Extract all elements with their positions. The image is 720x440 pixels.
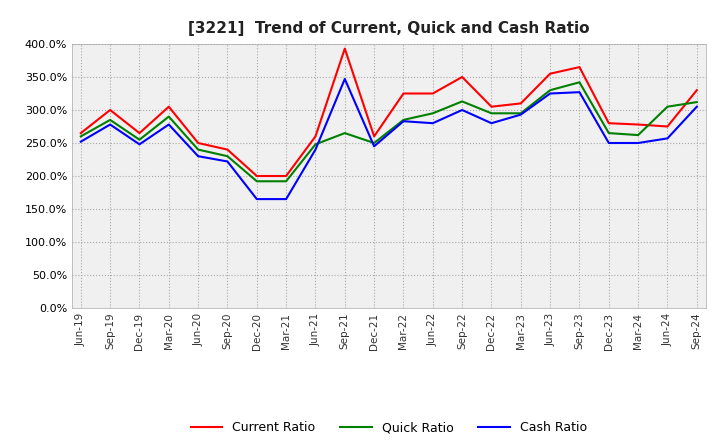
Quick Ratio	[282, 179, 290, 184]
Current Ratio	[575, 64, 584, 70]
Cash Ratio	[311, 147, 320, 152]
Quick Ratio	[546, 88, 554, 93]
Current Ratio	[663, 124, 672, 129]
Quick Ratio	[693, 99, 701, 105]
Current Ratio	[341, 46, 349, 51]
Cash Ratio	[76, 139, 85, 144]
Current Ratio	[399, 91, 408, 96]
Quick Ratio	[223, 154, 232, 159]
Cash Ratio	[546, 91, 554, 96]
Line: Current Ratio: Current Ratio	[81, 48, 697, 176]
Cash Ratio	[575, 89, 584, 95]
Quick Ratio	[399, 117, 408, 122]
Current Ratio	[458, 74, 467, 80]
Cash Ratio	[487, 121, 496, 126]
Title: [3221]  Trend of Current, Quick and Cash Ratio: [3221] Trend of Current, Quick and Cash …	[188, 21, 590, 36]
Cash Ratio	[605, 140, 613, 146]
Current Ratio	[311, 134, 320, 139]
Current Ratio	[370, 134, 379, 139]
Quick Ratio	[370, 140, 379, 146]
Cash Ratio	[458, 107, 467, 113]
Cash Ratio	[164, 122, 173, 127]
Quick Ratio	[76, 134, 85, 139]
Quick Ratio	[106, 117, 114, 122]
Current Ratio	[693, 88, 701, 93]
Cash Ratio	[399, 118, 408, 124]
Current Ratio	[135, 130, 144, 136]
Cash Ratio	[282, 196, 290, 202]
Quick Ratio	[164, 114, 173, 119]
Current Ratio	[605, 121, 613, 126]
Quick Ratio	[341, 130, 349, 136]
Current Ratio	[487, 104, 496, 109]
Cash Ratio	[341, 77, 349, 82]
Quick Ratio	[663, 104, 672, 109]
Current Ratio	[282, 173, 290, 179]
Cash Ratio	[428, 121, 437, 126]
Cash Ratio	[370, 143, 379, 149]
Current Ratio	[546, 71, 554, 76]
Cash Ratio	[253, 196, 261, 202]
Quick Ratio	[634, 132, 642, 138]
Current Ratio	[253, 173, 261, 179]
Quick Ratio	[516, 110, 525, 116]
Cash Ratio	[223, 159, 232, 164]
Quick Ratio	[605, 130, 613, 136]
Cash Ratio	[516, 112, 525, 117]
Cash Ratio	[194, 154, 202, 159]
Current Ratio	[194, 140, 202, 146]
Quick Ratio	[311, 142, 320, 147]
Quick Ratio	[253, 179, 261, 184]
Quick Ratio	[135, 137, 144, 142]
Quick Ratio	[194, 147, 202, 152]
Cash Ratio	[106, 122, 114, 127]
Cash Ratio	[693, 104, 701, 109]
Current Ratio	[428, 91, 437, 96]
Cash Ratio	[634, 140, 642, 146]
Current Ratio	[634, 122, 642, 127]
Cash Ratio	[663, 136, 672, 141]
Current Ratio	[223, 147, 232, 152]
Line: Quick Ratio: Quick Ratio	[81, 82, 697, 181]
Current Ratio	[516, 101, 525, 106]
Cash Ratio	[135, 142, 144, 147]
Current Ratio	[164, 104, 173, 109]
Quick Ratio	[458, 99, 467, 104]
Current Ratio	[106, 107, 114, 113]
Line: Cash Ratio: Cash Ratio	[81, 79, 697, 199]
Quick Ratio	[575, 80, 584, 85]
Current Ratio	[76, 130, 85, 136]
Quick Ratio	[428, 110, 437, 116]
Legend: Current Ratio, Quick Ratio, Cash Ratio: Current Ratio, Quick Ratio, Cash Ratio	[186, 416, 592, 439]
Quick Ratio	[487, 110, 496, 116]
